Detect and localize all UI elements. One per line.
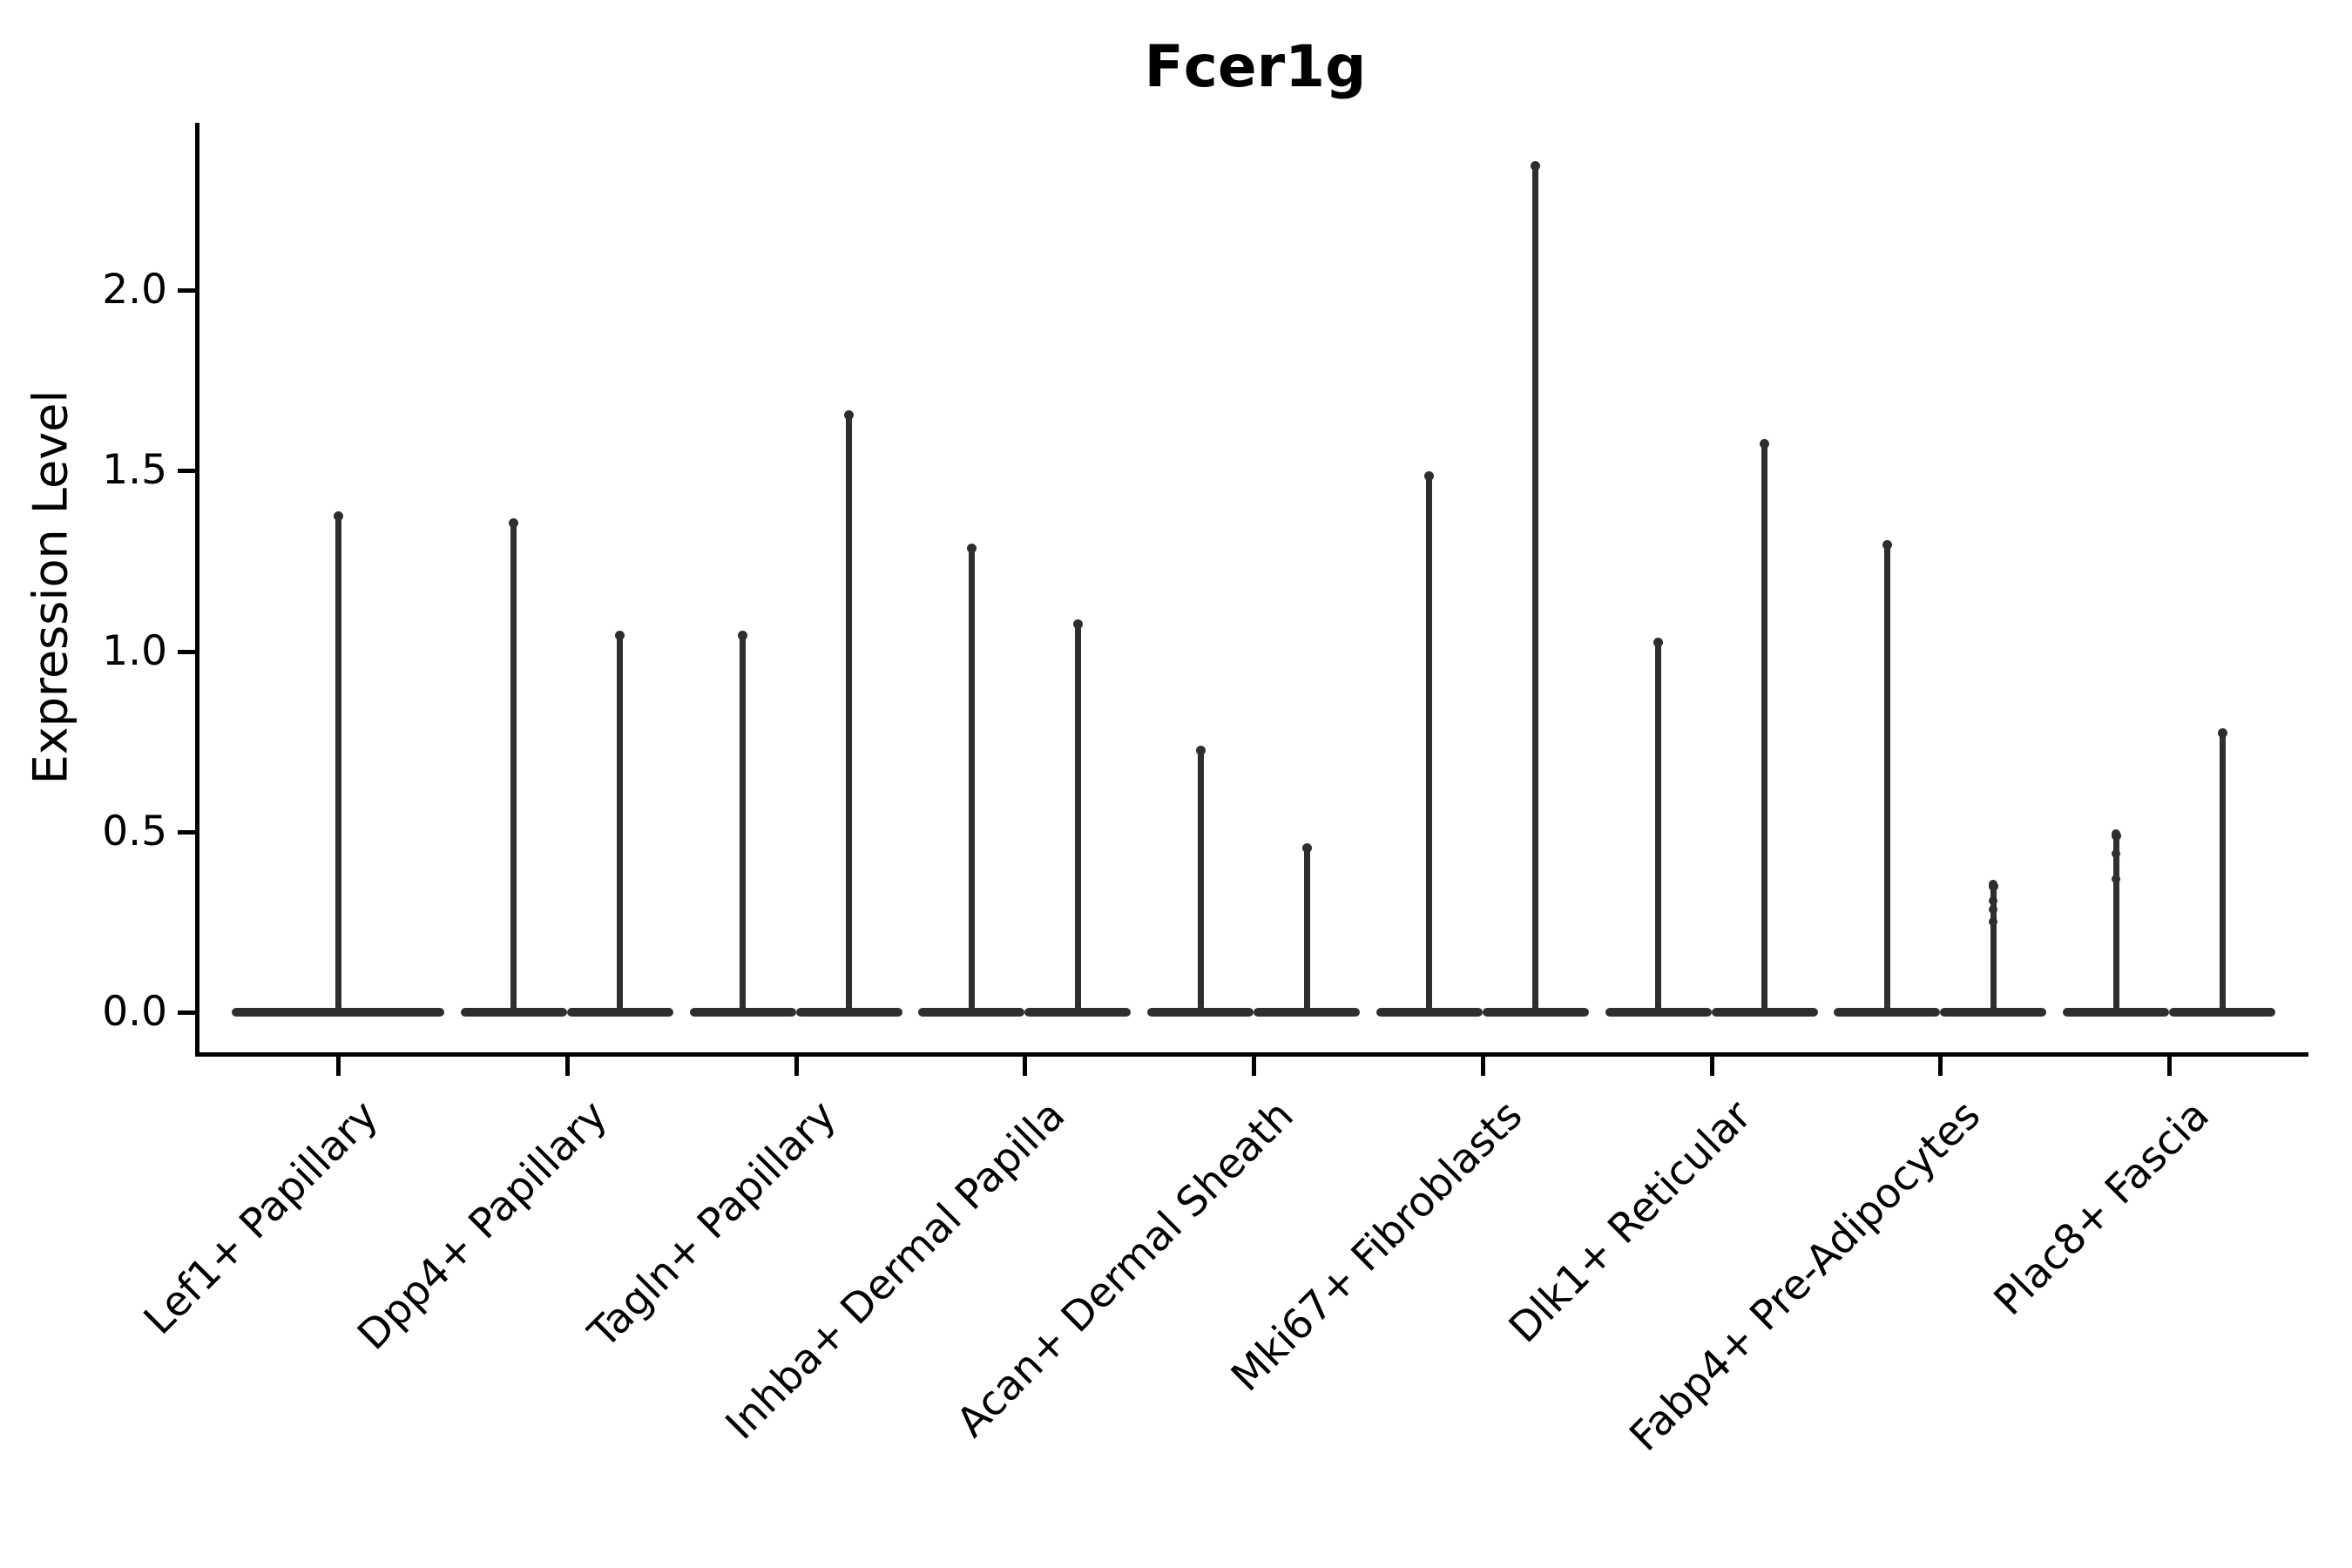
y-tick-mark — [178, 288, 195, 293]
violin-spike — [510, 521, 517, 1016]
violin-spike — [1990, 883, 1997, 1016]
violin-jitter-point — [2112, 828, 2120, 838]
violin-tip-point — [2217, 727, 2227, 738]
chart-title: Fcer1g — [1144, 33, 1367, 100]
y-tick-label: 1.5 — [102, 446, 167, 495]
y-tick-mark — [178, 469, 195, 474]
violin-spike — [1303, 846, 1310, 1016]
y-tick-mark — [178, 1010, 195, 1015]
violin-tip-point — [333, 510, 343, 521]
violin-jitter-point — [1989, 917, 1998, 927]
x-tick-mark — [1252, 1057, 1256, 1076]
violin-spike — [968, 546, 975, 1016]
x-tick-mark — [2167, 1057, 2172, 1076]
violin-spike — [740, 632, 746, 1016]
x-tick-label: Lef1+ Papillary — [134, 1091, 388, 1344]
violin-tip-point — [738, 630, 747, 640]
violin-tip-point — [1882, 540, 1892, 551]
violin-tip-point — [1424, 471, 1435, 482]
x-axis-spine — [195, 1052, 2308, 1057]
violin-jitter-point — [1989, 879, 1998, 889]
x-tick-mark — [1709, 1057, 1714, 1076]
violin-spike — [1074, 622, 1081, 1016]
y-tick-label: 0.5 — [102, 807, 167, 855]
x-tick-mark — [1023, 1057, 1028, 1076]
violin-tip-point — [1301, 843, 1312, 854]
violin-jitter-point — [1989, 896, 1998, 905]
x-tick-mark — [336, 1057, 341, 1076]
x-tick-mark — [1480, 1057, 1485, 1076]
violin-jitter-point — [2112, 874, 2120, 883]
violin-tip-point — [509, 518, 519, 529]
violin-spike — [2219, 730, 2226, 1016]
violin-tip-point — [1760, 439, 1769, 449]
violin-tip-point — [1072, 619, 1083, 630]
violin-tip-point — [615, 630, 625, 640]
x-tick-label: Plac8+ Fascia — [1984, 1091, 2219, 1325]
violin-spike — [335, 513, 341, 1016]
x-tick-mark — [564, 1057, 570, 1076]
violin-tip-point — [1195, 746, 1206, 756]
violin-spike — [846, 412, 852, 1016]
violin-tip-point — [1653, 638, 1663, 648]
violin-tip-point — [966, 544, 977, 554]
violin-spike — [1655, 640, 1661, 1016]
y-tick-label: 1.0 — [102, 626, 167, 675]
x-tick-label: Tagln+ Papillary — [578, 1091, 846, 1358]
x-tick-label: Dlk1+ Reticular — [1499, 1091, 1761, 1353]
y-axis-spine — [195, 123, 199, 1057]
violin-spike — [1197, 748, 1204, 1016]
violin-jitter-point — [2112, 848, 2120, 858]
violin-spike — [2112, 833, 2119, 1016]
violin-spike — [1883, 543, 1890, 1016]
violin-tip-point — [844, 409, 854, 420]
violin-jitter-point — [1989, 904, 1998, 914]
violin-spike — [1426, 474, 1433, 1016]
y-tick-mark — [178, 829, 195, 835]
violin-tip-point — [1531, 160, 1541, 171]
violin-spike — [1761, 442, 1767, 1016]
y-tick-label: 0.0 — [102, 988, 167, 1036]
x-tick-label: Dpp4+ Papillary — [348, 1091, 617, 1360]
y-tick-label: 2.0 — [102, 266, 167, 314]
x-tick-mark — [794, 1057, 799, 1076]
violin-spike — [1532, 163, 1539, 1016]
x-tick-mark — [1938, 1057, 1943, 1076]
y-tick-mark — [178, 649, 195, 654]
violin-spike — [617, 632, 624, 1016]
